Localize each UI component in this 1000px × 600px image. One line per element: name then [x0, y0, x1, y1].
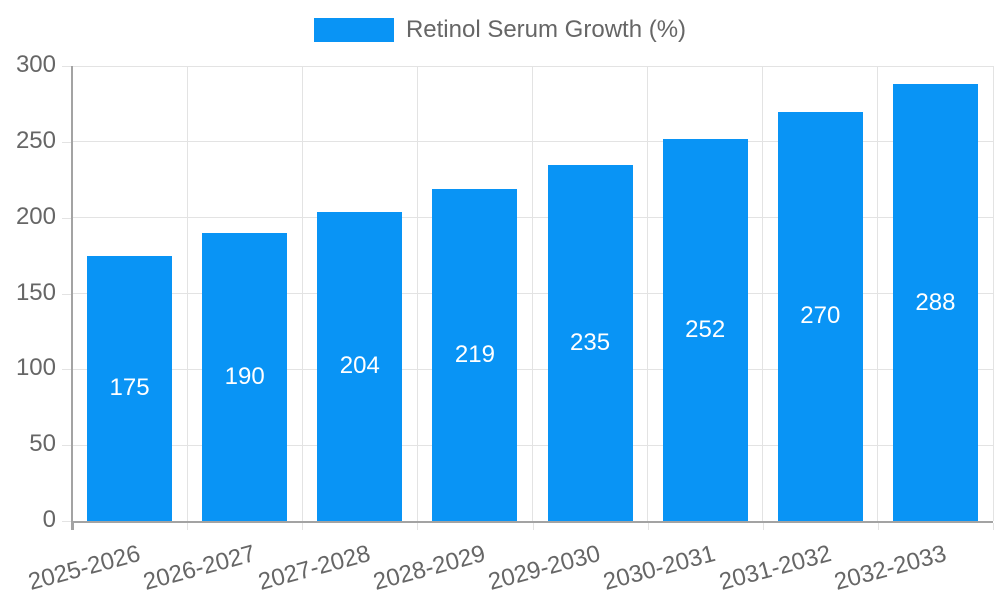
v-gridline [992, 66, 994, 521]
x-tick-label: 2030-2031 [600, 540, 719, 596]
legend: Retinol Serum Growth (%) [0, 16, 1000, 44]
bar[interactable] [317, 211, 403, 521]
legend-label: Retinol Serum Growth (%) [405, 16, 687, 43]
bar-value-label: 204 [339, 352, 380, 380]
y-tick [62, 445, 72, 447]
x-tick-label: 2025-2026 [25, 540, 144, 596]
y-axis-line [71, 66, 73, 530]
bar-value-label: 270 [800, 302, 841, 330]
y-tick [62, 521, 72, 522]
x-axis-line [72, 521, 993, 523]
y-tick-label: 200 [15, 202, 56, 230]
x-tick [762, 523, 764, 530]
y-tick-label: 100 [15, 354, 56, 382]
plot-area: 175 190 204 219 235 252 270 288 [72, 65, 994, 521]
v-gridline [186, 66, 188, 521]
x-tick [532, 523, 534, 530]
y-tick [62, 66, 72, 67]
x-tick-label: 2026-2027 [140, 540, 259, 596]
x-tick [187, 523, 189, 530]
y-tick-label: 50 [29, 430, 56, 458]
y-tick [62, 369, 72, 371]
y-tick-label: 300 [15, 51, 56, 78]
v-gridline [532, 66, 533, 521]
bar[interactable] [87, 255, 173, 521]
legend-item[interactable]: Retinol Serum Growth (%) [313, 16, 687, 44]
x-tick [877, 523, 879, 530]
bar-value-label: 252 [685, 315, 726, 343]
y-tick-label: 250 [15, 126, 56, 154]
legend-swatch [313, 18, 394, 42]
bar-value-label: 190 [224, 362, 265, 390]
bar-value-label: 175 [109, 374, 150, 402]
x-tick [647, 523, 649, 530]
x-tick-label: 2029-2030 [485, 540, 604, 596]
bar[interactable] [662, 138, 748, 521]
y-tick [62, 141, 72, 143]
x-tick [993, 523, 994, 530]
v-gridline [647, 66, 649, 521]
bar-value-label: 288 [915, 288, 956, 316]
v-gridline [301, 66, 303, 521]
x-tick-label: 2028-2029 [370, 540, 489, 596]
bar-value-label: 219 [454, 340, 495, 368]
x-tick [417, 523, 419, 530]
y-tick [62, 293, 72, 295]
y-tick [62, 217, 72, 219]
bar[interactable] [202, 232, 288, 521]
x-tick-label: 2032-2033 [831, 540, 949, 596]
v-gridline [877, 66, 879, 521]
v-gridline [416, 66, 418, 521]
bar[interactable] [777, 111, 863, 521]
y-tick-label: 0 [42, 506, 56, 533]
x-tick [72, 523, 74, 530]
bar[interactable] [547, 164, 633, 521]
bar[interactable] [432, 188, 518, 521]
y-tick-label: 150 [15, 278, 56, 306]
x-tick-label: 2027-2028 [255, 540, 374, 596]
x-tick [302, 523, 304, 530]
v-gridline [762, 66, 764, 521]
bar-value-label: 235 [570, 328, 611, 356]
bar[interactable] [892, 84, 978, 521]
x-tick-label: 2031-2032 [715, 540, 834, 596]
